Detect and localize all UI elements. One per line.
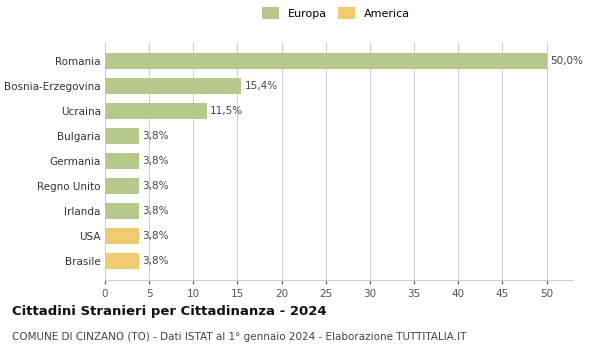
Text: COMUNE DI CINZANO (TO) - Dati ISTAT al 1° gennaio 2024 - Elaborazione TUTTITALIA: COMUNE DI CINZANO (TO) - Dati ISTAT al 1… [12,332,466,343]
Bar [105,53,547,69]
Text: 3,8%: 3,8% [142,156,169,166]
Text: 3,8%: 3,8% [142,181,169,191]
Text: Cittadini Stranieri per Cittadinanza - 2024: Cittadini Stranieri per Cittadinanza - 2… [12,304,326,317]
Text: 11,5%: 11,5% [210,106,243,116]
Bar [105,253,139,269]
Bar [105,178,139,194]
Bar [105,153,139,169]
Bar [105,103,206,119]
Bar [105,203,139,219]
Legend: Europa, America: Europa, America [262,7,410,19]
Text: 3,8%: 3,8% [142,206,169,216]
Bar [105,78,241,94]
Bar [105,128,139,144]
Bar [105,228,139,244]
Text: 3,8%: 3,8% [142,131,169,141]
Text: 50,0%: 50,0% [550,56,583,66]
Text: 15,4%: 15,4% [245,81,278,91]
Text: 3,8%: 3,8% [142,256,169,266]
Text: 3,8%: 3,8% [142,231,169,241]
